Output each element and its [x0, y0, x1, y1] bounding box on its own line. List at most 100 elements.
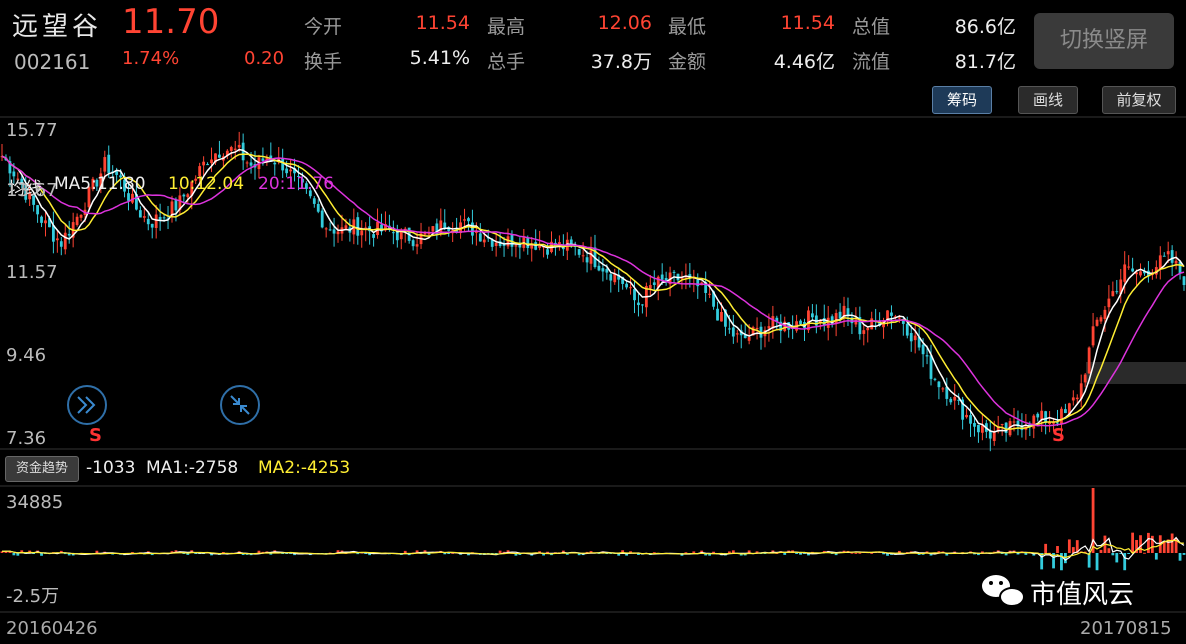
fund-bar	[1056, 546, 1059, 553]
fund-bar	[858, 552, 862, 554]
candle-body	[1016, 420, 1020, 427]
candle-body	[830, 316, 834, 325]
fund-trend-badge[interactable]: 资金趋势	[5, 456, 79, 482]
fund-bar	[546, 551, 549, 553]
candle-body	[957, 399, 961, 401]
fund-bar	[1147, 532, 1150, 553]
fund-bar	[16, 553, 20, 556]
fund-bar	[415, 550, 419, 553]
candle-body	[1064, 409, 1067, 414]
candle-body	[131, 193, 134, 203]
fund-bar	[1087, 553, 1091, 568]
fund-bar	[763, 553, 767, 554]
fund-bar	[1004, 553, 1008, 556]
fund-bar	[542, 553, 545, 556]
candle-body	[1004, 422, 1008, 433]
candle-body	[273, 162, 277, 165]
change-amount: 0.20	[244, 48, 285, 69]
candle-body	[866, 327, 870, 331]
fund-bar	[20, 550, 24, 553]
sell-marker-1: S	[89, 425, 102, 446]
forward-adjust-button[interactable]: 前复权	[1102, 86, 1176, 114]
start-date: 20160426	[6, 618, 98, 639]
fund-bar	[95, 550, 99, 553]
ma20-line	[1, 155, 1185, 427]
candle-body	[1158, 255, 1162, 270]
candle-body	[360, 230, 364, 236]
fund-bar	[850, 552, 854, 554]
candle-body	[87, 186, 91, 208]
candle-body	[32, 195, 36, 205]
candle-body	[878, 320, 882, 326]
candle-body	[1079, 383, 1083, 399]
candle-body	[1012, 421, 1016, 423]
ma20-value: 20:11.76	[258, 174, 335, 194]
fund-bar	[1166, 539, 1170, 553]
candle-body	[755, 327, 759, 330]
switch-portrait-button[interactable]: 切换竖屏	[1034, 13, 1174, 69]
fund-bar	[403, 550, 407, 553]
candle-body	[822, 318, 826, 326]
candle-body	[1162, 255, 1166, 257]
candle-body	[115, 171, 119, 175]
candle-body	[518, 242, 522, 248]
candle-body	[214, 153, 217, 163]
candle-body	[67, 233, 71, 236]
fund-bar	[625, 553, 629, 556]
fund-bar	[502, 551, 506, 553]
fund-bar	[1154, 553, 1158, 560]
candle-body	[48, 218, 51, 228]
price-tick-2: 13.67	[6, 180, 58, 201]
fund-bar	[834, 553, 838, 556]
fund-bar	[447, 553, 451, 554]
candle-body	[905, 323, 909, 336]
fund-bar	[1075, 540, 1079, 553]
fund-tick-max: 34885	[6, 492, 64, 513]
candle-body	[597, 265, 601, 271]
candle-body	[301, 178, 304, 183]
candle-body	[1143, 271, 1146, 274]
chips-button[interactable]: 筹码	[932, 86, 992, 114]
fund-bar	[1139, 535, 1142, 553]
candle-body	[980, 425, 984, 433]
candle-body	[724, 309, 727, 327]
fund-bar	[364, 553, 368, 554]
fund-bar	[1040, 553, 1044, 570]
candle-body	[672, 271, 676, 273]
ma5-line	[1, 148, 1185, 433]
candle-body	[727, 328, 731, 330]
candle-body	[961, 399, 965, 420]
candle-body	[55, 238, 59, 241]
fund-bar	[1000, 553, 1004, 554]
fund-bar	[712, 551, 715, 553]
candle-body	[411, 240, 415, 247]
fund-bar	[182, 553, 186, 554]
fund-bar	[506, 550, 510, 553]
draw-line-button[interactable]: 画线	[1018, 86, 1078, 114]
candle-body	[336, 231, 340, 235]
candle-body	[308, 190, 312, 197]
candle-body	[1174, 260, 1178, 264]
candle-body	[261, 158, 265, 161]
fund-bar	[980, 551, 984, 553]
candle-body	[1107, 298, 1111, 308]
candle-body	[146, 218, 150, 225]
candle-body	[364, 227, 368, 230]
candle-body	[415, 244, 419, 247]
candle-body	[909, 333, 913, 342]
candle-body	[799, 320, 802, 324]
candle-body	[688, 274, 692, 277]
candle-body	[8, 161, 12, 174]
fund-bar	[1071, 547, 1075, 553]
fund-bar	[1127, 553, 1131, 554]
candle-body	[225, 150, 229, 156]
candle-body	[1028, 424, 1032, 428]
candle-body	[127, 193, 130, 201]
fund-bar	[565, 553, 569, 555]
fund-bar	[174, 550, 178, 553]
candle-body	[1000, 424, 1004, 426]
candle-body	[1040, 410, 1044, 420]
fund-bar	[937, 551, 941, 553]
fund-bar	[261, 551, 265, 553]
